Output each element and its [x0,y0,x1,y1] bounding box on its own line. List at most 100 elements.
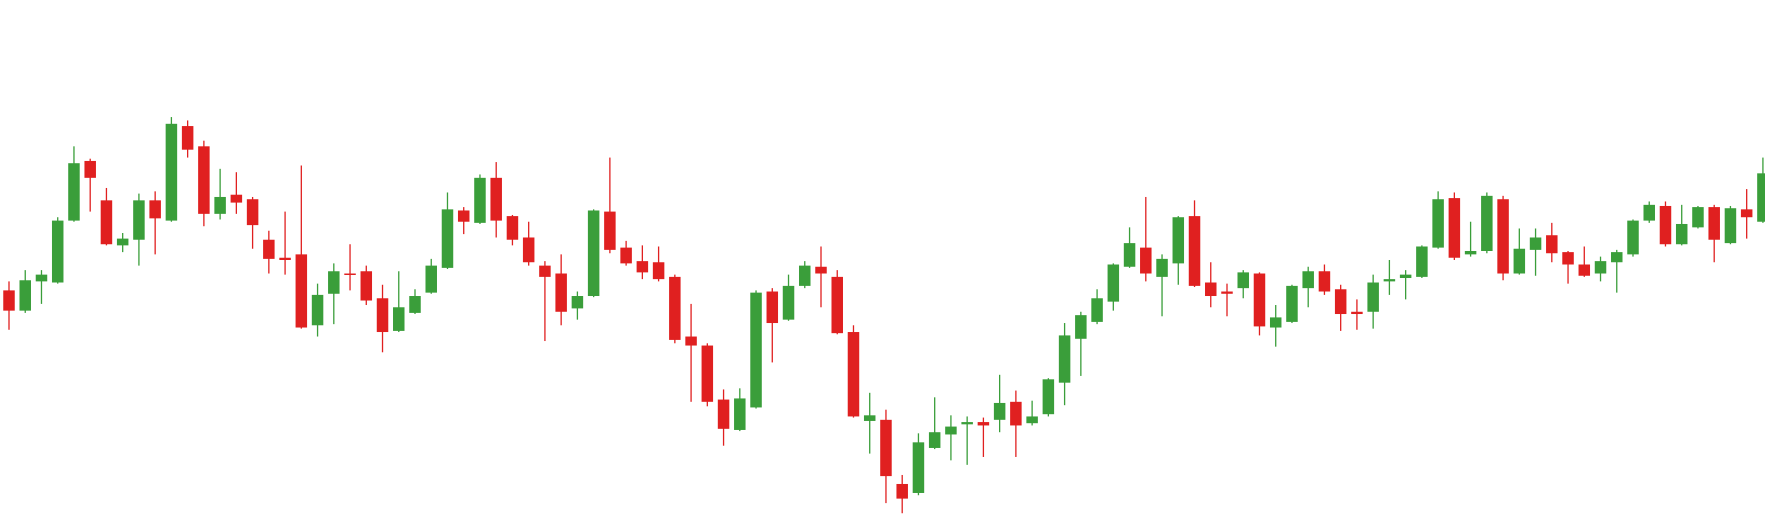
candle-body [506,216,519,240]
candle-body [1675,223,1688,245]
candle-body [880,419,892,477]
candle-body [1010,401,1022,426]
candle-body [344,273,356,276]
candle-body [1529,237,1542,250]
candle-body [1075,315,1087,339]
candle-body [815,266,827,274]
candle-body [1497,199,1509,274]
candle-body [620,247,632,264]
candle-body [766,291,779,324]
candle-body [669,276,681,340]
candle-body [181,126,194,150]
candle-body [782,285,795,320]
candle-body [863,415,876,421]
candle-body [1383,279,1396,282]
candle-body [1757,173,1765,222]
candle-body [993,402,1006,420]
candle-body [1659,205,1672,245]
candle-body [555,273,567,312]
candle-body [230,194,243,203]
candle-body [1464,250,1477,255]
candle-body [1432,199,1444,248]
candle-body [604,211,616,250]
candle-body [636,261,649,273]
candle-body [831,276,843,334]
candle-body [376,298,389,333]
candle-body [539,265,551,277]
candle-body [214,196,226,214]
candle-body [68,163,80,221]
candle-body [1399,274,1412,279]
candle-body [522,237,535,263]
candle-body [1058,335,1071,383]
candle-body [490,177,502,221]
candle-body [1318,271,1331,292]
candle-body [1611,252,1623,263]
candle-body [1188,216,1201,286]
candle-body [84,160,96,178]
candle-body [1643,204,1655,221]
candle-body [198,146,210,214]
candle-body [51,220,64,283]
candle-body [799,265,811,286]
candle-body [1562,252,1574,265]
candle-body [1367,282,1379,312]
candle-body [1351,311,1363,315]
candle-body [1692,207,1704,228]
candle-body [1481,195,1493,251]
candle-body [100,200,113,245]
candle-body [1740,209,1753,218]
candle-body [571,296,584,309]
candle-body [945,426,957,435]
candle-body [1091,298,1103,322]
candle-body [1546,235,1558,254]
candle-body [1627,220,1639,255]
candle-body [750,292,762,408]
candle-body [3,290,15,311]
candle-body [977,422,990,426]
candle-body [717,399,730,429]
candle-body [1156,258,1168,277]
candle-body [1286,285,1298,322]
candle-body [425,265,437,293]
candle-body [1042,379,1055,415]
candle-body [1269,317,1282,328]
candle-body [457,210,470,222]
candle-body [279,257,291,260]
candle-body [961,422,973,425]
candle-body [734,398,746,430]
candle-body [1416,246,1428,277]
candle-body [116,238,129,246]
candle-body [1107,264,1120,302]
candle-body [1724,208,1737,244]
candle-body [1594,261,1607,274]
candle-body [896,483,908,499]
candle-body [1221,291,1233,294]
candle-body [1253,273,1266,327]
candle-body [652,262,665,280]
candle-body [149,200,161,219]
candle-body [263,239,275,259]
candle-body [295,254,308,328]
candle-body [19,280,31,311]
candle-body [701,345,714,402]
candle-body [587,210,600,297]
candle-body [1140,247,1152,274]
candle-body [1513,248,1526,274]
candle-body [928,432,941,448]
candle-body [393,307,405,331]
candle-body [409,296,421,313]
candle-body [165,123,178,221]
candle-body [1334,289,1347,315]
candle-body [1708,207,1720,240]
candle-body [1205,282,1217,297]
candle-body [847,332,860,417]
candle-body [1172,217,1185,264]
candle-body [474,177,486,223]
candle-body [912,442,925,493]
candle-body [311,294,324,326]
candle-body [1026,416,1038,424]
candle-body [1448,198,1461,258]
